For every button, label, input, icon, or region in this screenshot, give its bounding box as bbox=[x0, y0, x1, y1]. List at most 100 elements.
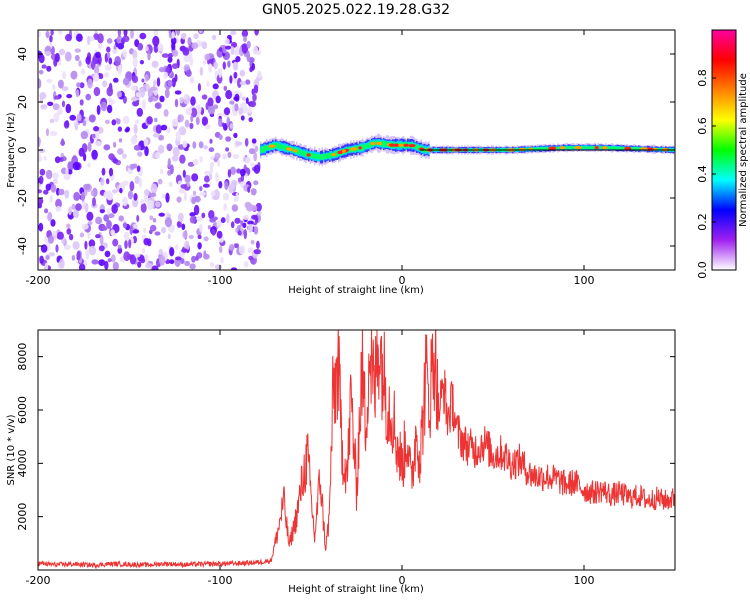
signal-band-segment bbox=[584, 146, 586, 149]
noise-blob bbox=[85, 93, 91, 101]
y-tick-label: 6000 bbox=[16, 396, 29, 424]
noise-blob bbox=[210, 190, 216, 197]
signal-band-segment bbox=[537, 147, 540, 151]
noise-blob bbox=[233, 71, 238, 79]
noise-blob bbox=[53, 178, 59, 185]
noise-blob bbox=[229, 123, 234, 129]
noise-blob bbox=[199, 191, 206, 196]
noise-blob bbox=[65, 167, 69, 176]
noise-blob bbox=[166, 143, 173, 152]
signal-band-segment bbox=[348, 147, 351, 153]
noise-blob bbox=[178, 180, 182, 185]
noise-blob bbox=[64, 189, 70, 199]
noise-blob bbox=[139, 257, 146, 264]
noise-blob bbox=[144, 189, 150, 196]
noise-blob bbox=[239, 168, 246, 177]
noise-blob bbox=[183, 94, 188, 100]
x-tick-label: -200 bbox=[26, 574, 51, 587]
signal-band-segment bbox=[303, 151, 306, 156]
noise-blob bbox=[230, 221, 235, 229]
noise-blob bbox=[91, 149, 98, 160]
noise-blob bbox=[159, 168, 164, 175]
noise-blob bbox=[136, 107, 143, 117]
signal-band-segment bbox=[321, 154, 324, 160]
noise-blob bbox=[72, 241, 80, 250]
noise-blob bbox=[163, 71, 169, 79]
signal-band-segment bbox=[416, 144, 418, 150]
noise-blob bbox=[38, 175, 44, 185]
signal-band-segment bbox=[414, 144, 417, 149]
signal-band-segment bbox=[555, 146, 558, 150]
snr-y-ticks: 8000 6000 4000 2000 bbox=[16, 343, 675, 531]
noise-blob bbox=[99, 73, 104, 80]
noise-blob bbox=[229, 100, 235, 105]
snr-x-ticks: -200 -100 0 100 bbox=[26, 330, 595, 587]
signal-band-segment bbox=[317, 154, 319, 160]
noise-blob bbox=[45, 169, 53, 180]
noise-blob bbox=[218, 118, 223, 127]
noise-blob bbox=[38, 78, 42, 89]
noise-blob bbox=[212, 83, 219, 90]
signal-band-segment bbox=[572, 146, 574, 149]
noise-blob bbox=[178, 187, 186, 194]
noise-blob bbox=[130, 135, 138, 145]
noise-blob bbox=[208, 147, 215, 153]
noise-blob bbox=[222, 61, 226, 70]
signal-band-segment bbox=[299, 149, 301, 155]
noise-blob bbox=[98, 259, 106, 266]
noise-blob bbox=[180, 258, 185, 264]
noise-blob bbox=[224, 181, 229, 191]
noise-blob bbox=[191, 173, 199, 182]
noise-blob bbox=[257, 70, 262, 79]
noise-blob bbox=[123, 30, 128, 37]
noise-blob bbox=[93, 126, 100, 132]
noise-blob bbox=[159, 95, 165, 103]
signal-band-segment bbox=[621, 147, 624, 150]
noise-blob bbox=[140, 199, 145, 205]
noise-blob bbox=[101, 226, 108, 231]
noise-blob bbox=[241, 30, 249, 38]
noise-blob bbox=[112, 158, 119, 164]
signal-band-segment bbox=[582, 146, 585, 149]
noise-blob bbox=[225, 136, 232, 142]
noise-blob bbox=[51, 84, 56, 91]
noise-blob bbox=[43, 189, 49, 195]
noise-blob bbox=[48, 252, 56, 257]
noise-blob bbox=[135, 92, 141, 98]
signal-hotspot bbox=[358, 146, 362, 150]
noise-blob bbox=[167, 158, 171, 168]
noise-blob bbox=[181, 248, 189, 253]
noise-blob bbox=[86, 211, 94, 221]
noise-blob bbox=[52, 172, 59, 180]
colorbar-tick-label: 0.2 bbox=[696, 213, 709, 231]
noise-blob bbox=[183, 191, 187, 202]
signal-hotspot bbox=[342, 149, 346, 153]
snr-background bbox=[38, 330, 675, 570]
noise-blob bbox=[174, 98, 179, 108]
noise-blob bbox=[115, 118, 121, 125]
noise-blob bbox=[143, 254, 149, 264]
noise-blob bbox=[144, 146, 149, 157]
noise-blob bbox=[191, 42, 199, 49]
noise-blob bbox=[253, 249, 261, 255]
noise-blob bbox=[92, 133, 96, 139]
noise-blob bbox=[74, 122, 78, 131]
noise-blob bbox=[247, 220, 254, 225]
noise-blob bbox=[80, 191, 85, 202]
noise-blob bbox=[194, 195, 201, 203]
noise-blob bbox=[106, 86, 114, 97]
noise-blob bbox=[242, 96, 246, 101]
noise-blob bbox=[249, 100, 257, 108]
noise-blob bbox=[137, 42, 144, 51]
signal-band-segment bbox=[557, 146, 559, 150]
noise-blob bbox=[141, 78, 145, 83]
noise-region bbox=[38, 30, 263, 270]
noise-blob bbox=[108, 153, 115, 161]
noise-blob bbox=[39, 255, 44, 264]
noise-blob bbox=[105, 119, 110, 125]
noise-blob bbox=[218, 245, 223, 254]
noise-blob bbox=[106, 178, 110, 185]
noise-blob bbox=[143, 238, 150, 246]
signal-hotspot bbox=[370, 141, 376, 146]
noise-blob bbox=[38, 182, 41, 189]
